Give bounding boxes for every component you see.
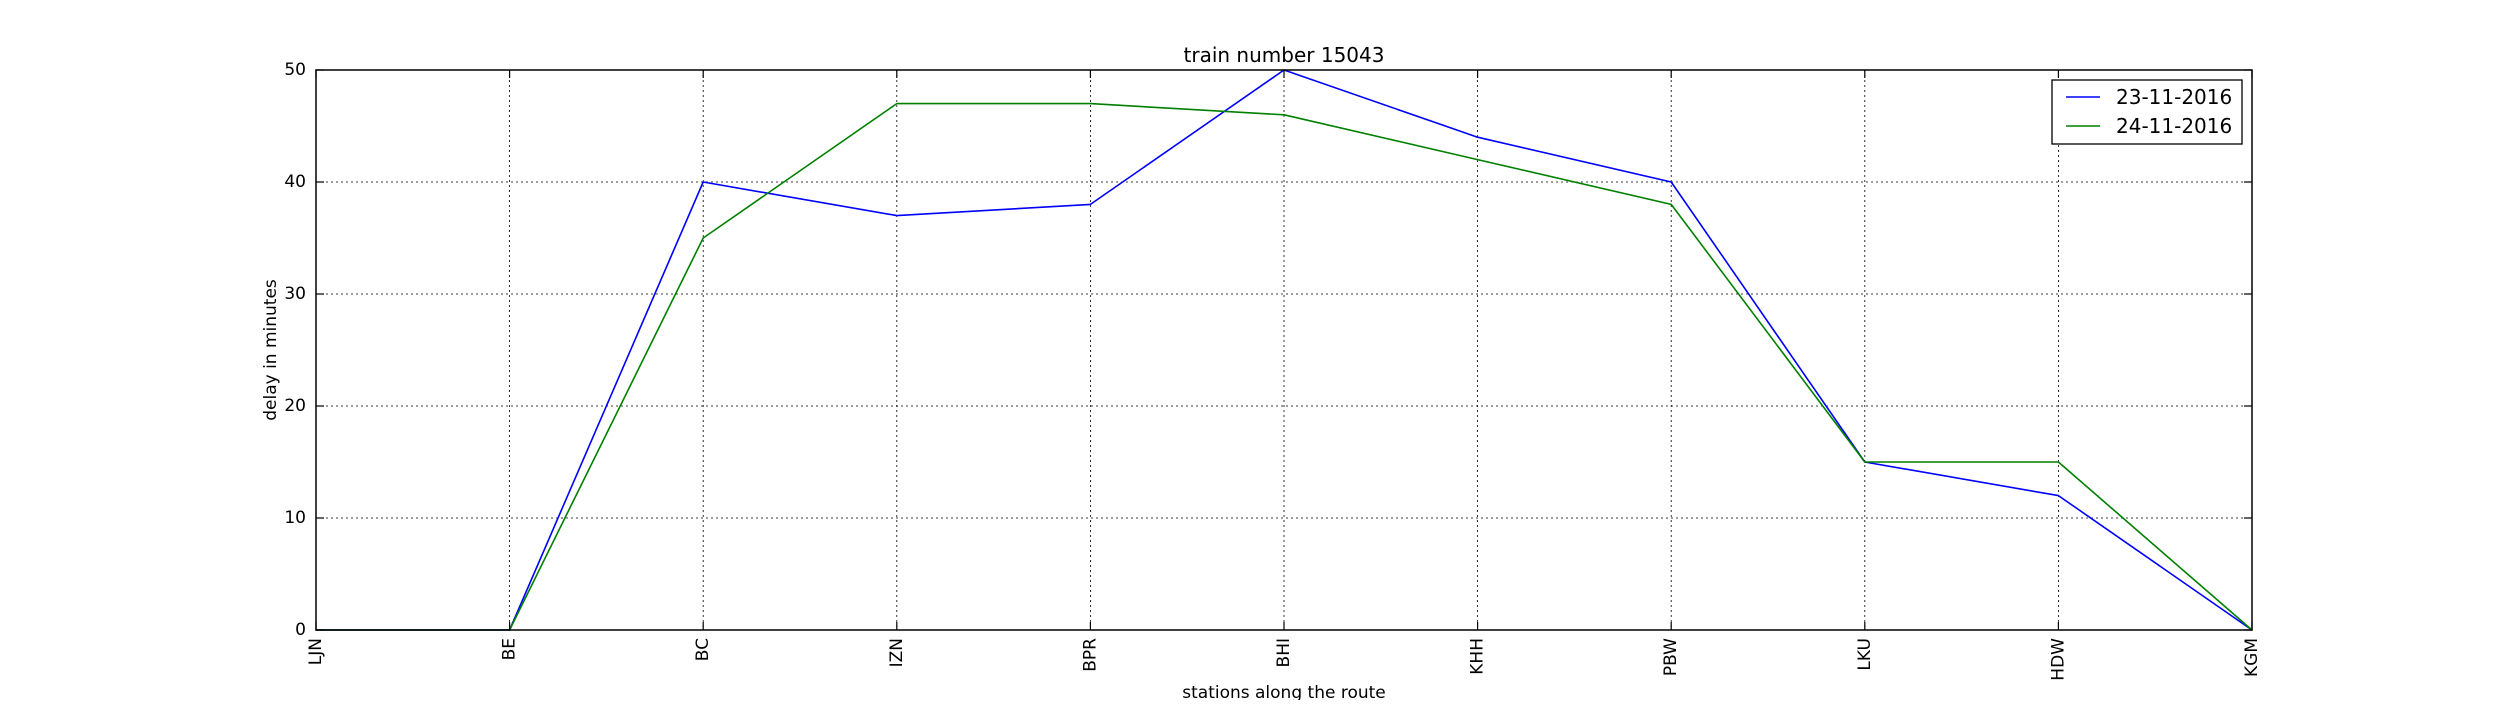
series-line [316,102,2253,631]
y-tick-label: 10 [284,508,306,528]
chart-title: train number 15043 [1184,43,1385,67]
x-axis-label: stations along the route [1182,683,1386,700]
legend-label: 23-11-2016 [2116,85,2232,109]
x-tick-label: BE [500,638,520,660]
x-tick-label: LKU [1855,638,1875,671]
y-tick-label: 50 [284,60,306,80]
x-tick-label: KHH [1468,638,1488,675]
x-tick-label: LJN [306,638,326,665]
axis-ticks: LJN BE BC IZN BPR BHI KHH PBW LKU HDW KGM 0 10 20 30 40… [284,60,2262,681]
x-tick-label: PBW [1661,638,1681,676]
y-axis-label: delay in minutes [261,279,281,421]
legend: 23-11-2016 24-11-2016 [2051,79,2243,145]
legend-box [2051,79,2243,145]
x-tick-label: KGM [2242,638,2262,677]
x-tick-label: HDW [2048,638,2068,681]
legend-label: 24-11-2016 [2116,114,2232,138]
x-tick-label: BPR [1080,638,1100,672]
x-tick-label: BC [693,638,713,661]
y-tick-label: 40 [284,172,306,192]
y-tick-label: 20 [284,396,306,416]
gridlines [316,70,2252,630]
x-tick-label: IZN [887,638,907,667]
x-tick-label: BHI [1274,638,1294,667]
y-tick-label: 0 [295,620,306,640]
y-tick-label: 30 [284,284,306,304]
